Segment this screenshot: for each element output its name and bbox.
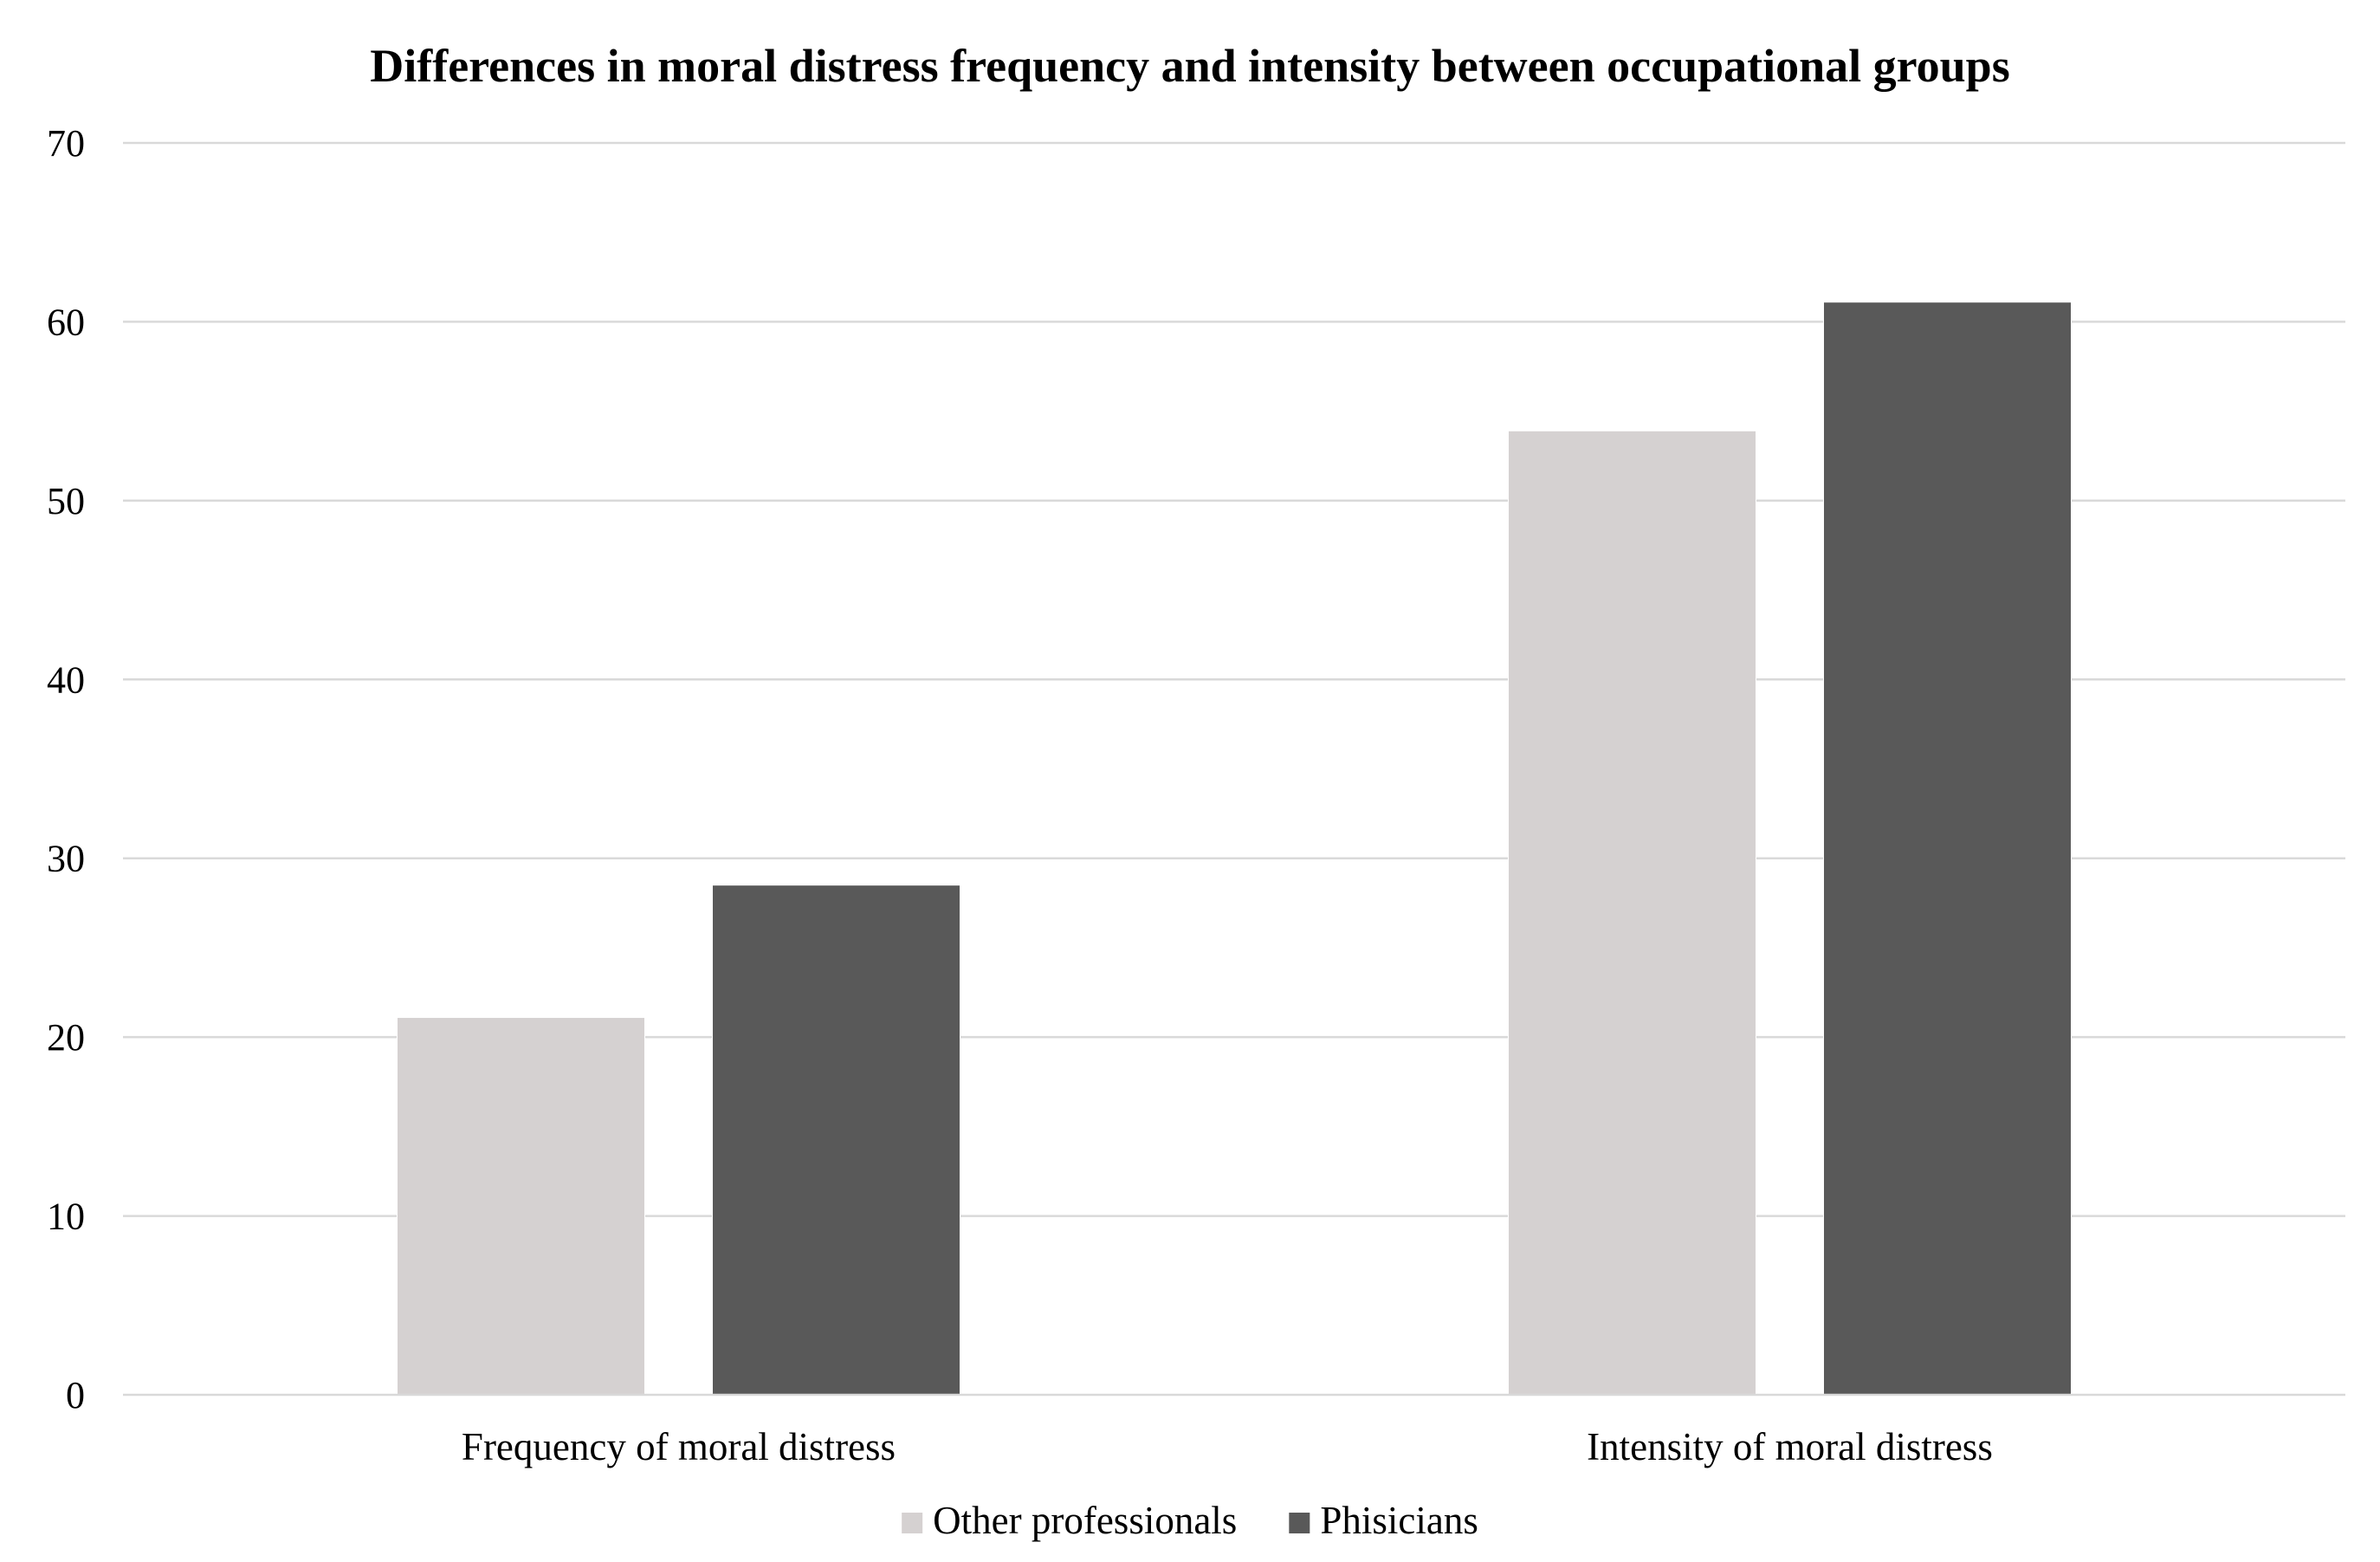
y-tick-label: 0 xyxy=(66,1374,85,1416)
y-tick-label: 10 xyxy=(47,1196,85,1238)
legend-label: Phisicians xyxy=(1320,1499,1478,1542)
x-category-label: Intensity of moral distress xyxy=(1587,1425,1993,1468)
legend: Other professionals Phisicians xyxy=(902,1499,1478,1542)
y-tick-label: 70 xyxy=(47,122,85,165)
x-axis-category-labels: Frequency of moral distress Intensity of … xyxy=(462,1425,1993,1468)
legend-item: Other professionals xyxy=(902,1499,1237,1542)
y-tick-label: 40 xyxy=(47,658,85,701)
chart-title: Differences in moral distress frequency … xyxy=(370,40,2009,92)
y-axis-tick-labels: 0 10 20 30 40 50 60 70 xyxy=(47,122,85,1416)
x-category-label: Frequency of moral distress xyxy=(462,1425,896,1468)
y-tick-label: 20 xyxy=(47,1016,85,1059)
legend-item: Phisicians xyxy=(1289,1499,1478,1542)
legend-swatch xyxy=(1289,1513,1310,1533)
bars xyxy=(397,301,2072,1396)
legend-swatch xyxy=(902,1513,923,1533)
bar-phisicians xyxy=(712,885,960,1396)
bar-phisicians xyxy=(1823,301,2072,1396)
bar-other-professionals xyxy=(1508,430,1756,1396)
legend-label: Other professionals xyxy=(933,1499,1237,1542)
y-tick-label: 50 xyxy=(47,480,85,522)
y-tick-label: 60 xyxy=(47,301,85,343)
bar-other-professionals xyxy=(397,1016,645,1396)
y-tick-label: 30 xyxy=(47,838,85,880)
